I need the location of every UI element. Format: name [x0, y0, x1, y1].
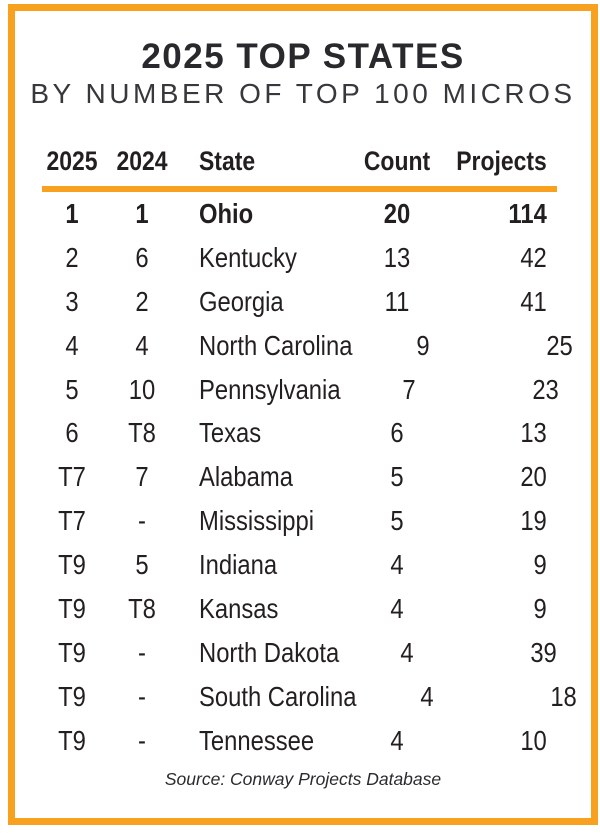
- rank-2024-cell: 4: [135, 329, 149, 361]
- column-header-count: Count: [363, 145, 431, 176]
- state-cell: South Carolina: [199, 680, 357, 712]
- rank-2024-cell: T8: [128, 417, 156, 449]
- table-body: 1 1 Ohio 20 114 2 6 Kentucky 13 42 3 2 G…: [42, 192, 577, 763]
- rank-2024-cell: -: [138, 505, 146, 537]
- state-cell: Georgia: [199, 285, 284, 317]
- rank-2024-cell: T8: [128, 592, 156, 624]
- projects-cell: 20: [520, 461, 547, 493]
- state-cell: Ohio: [199, 197, 254, 229]
- count-cell: 11: [384, 285, 410, 317]
- title-block: 2025 TOP STATES BY NUMBER OF TOP 100 MIC…: [15, 37, 591, 110]
- state-cell: Mississippi: [199, 505, 315, 537]
- table-row: 1 1 Ohio 20 114: [42, 192, 557, 236]
- rank-2025-cell: 4: [65, 329, 79, 361]
- projects-cell: 18: [550, 680, 578, 712]
- count-cell: 4: [390, 592, 404, 624]
- table-row: T9 - North Dakota 4 39: [42, 631, 557, 675]
- rank-2025-cell: T9: [58, 592, 86, 624]
- projects-cell: 19: [520, 505, 547, 537]
- rank-2024-cell: 1: [135, 197, 149, 229]
- projects-cell: 41: [520, 285, 547, 317]
- rank-2025-cell: 2: [65, 241, 79, 273]
- rank-2025-cell: 1: [65, 197, 79, 229]
- rank-2025-cell: T9: [58, 680, 86, 712]
- projects-cell: 39: [530, 636, 557, 668]
- column-header-state: State: [199, 145, 256, 176]
- table-row: 4 4 North Carolina 9 25: [42, 324, 572, 368]
- rank-2024-cell: -: [138, 636, 146, 668]
- count-cell: 5: [390, 461, 404, 493]
- column-header-projects: Projects: [456, 145, 547, 176]
- rank-table: 2025 2024 State Count Projects 1 1 Ohio …: [15, 143, 591, 763]
- state-cell: Indiana: [199, 549, 278, 581]
- state-cell: Alabama: [199, 461, 293, 493]
- projects-cell: 9: [533, 592, 547, 624]
- rank-2025-cell: 3: [65, 285, 79, 317]
- rank-2024-cell: -: [138, 724, 146, 756]
- state-cell: Texas: [199, 417, 262, 449]
- projects-cell: 42: [520, 241, 547, 273]
- count-cell: 9: [415, 329, 430, 361]
- column-header-2024: 2024: [116, 145, 168, 176]
- projects-cell: 10: [520, 724, 547, 756]
- state-cell: Pennsylvania: [199, 373, 341, 405]
- table-header-row: 2025 2024 State Count Projects: [42, 143, 557, 179]
- rank-2024-cell: -: [138, 680, 146, 712]
- page-title: 2025 TOP STATES: [141, 37, 465, 76]
- state-cell: Tennessee: [199, 724, 315, 756]
- table-row: T9 - Tennessee 4 10: [42, 719, 557, 763]
- table-row: T9 - South Carolina 4 18: [42, 675, 577, 719]
- projects-cell: 23: [531, 373, 559, 405]
- count-cell: 20: [383, 197, 411, 229]
- rank-2025-cell: T9: [58, 636, 86, 668]
- orange-frame: 2025 TOP STATES BY NUMBER OF TOP 100 MIC…: [8, 4, 598, 825]
- table-row: T7 7 Alabama 5 20: [42, 455, 557, 499]
- column-header-2025: 2025: [46, 145, 98, 176]
- state-cell: North Carolina: [199, 329, 353, 361]
- count-cell: 4: [390, 549, 404, 581]
- table-row: T7 - Mississippi 5 19: [42, 499, 557, 543]
- count-cell: 4: [400, 636, 414, 668]
- count-cell: 13: [383, 241, 411, 273]
- rank-2024-cell: 10: [128, 373, 156, 405]
- rank-2024-cell: 6: [135, 241, 149, 273]
- page-subtitle: BY NUMBER OF TOP 100 MICROS: [30, 78, 576, 109]
- rank-2025-cell: 5: [65, 373, 79, 405]
- projects-cell: 9: [533, 549, 547, 581]
- rank-2024-cell: 7: [135, 461, 149, 493]
- table-row: T9 5 Indiana 4 9: [42, 543, 557, 587]
- rank-2025-cell: 6: [65, 417, 79, 449]
- table-row: 5 10 Pennsylvania 7 23: [42, 368, 558, 412]
- rank-2025-cell: T7: [58, 505, 86, 537]
- count-cell: 5: [390, 505, 404, 537]
- count-cell: 4: [420, 680, 434, 712]
- source-note: Source: Conway Projects Database: [164, 768, 442, 789]
- count-cell: 4: [390, 724, 404, 756]
- state-cell: Kansas: [199, 592, 279, 624]
- projects-cell: 13: [520, 417, 547, 449]
- rank-2025-cell: T9: [58, 549, 86, 581]
- orange-divider-rule: [42, 186, 557, 192]
- state-cell: North Dakota: [199, 636, 340, 668]
- projects-cell: 114: [508, 197, 547, 229]
- count-cell: 7: [401, 373, 416, 405]
- rank-2024-cell: 5: [135, 549, 149, 581]
- rank-2025-cell: T7: [58, 461, 86, 493]
- rank-2024-cell: 2: [135, 285, 149, 317]
- table-row: 6 T8 Texas 6 13: [42, 411, 557, 455]
- count-cell: 6: [390, 417, 404, 449]
- table-row: 2 6 Kentucky 13 42: [42, 236, 557, 280]
- rank-2025-cell: T9: [58, 724, 86, 756]
- state-cell: Kentucky: [199, 241, 297, 273]
- table-row: 3 2 Georgia 11 41: [42, 280, 557, 324]
- projects-cell: 25: [545, 329, 573, 361]
- table-row: T9 T8 Kansas 4 9: [42, 587, 557, 631]
